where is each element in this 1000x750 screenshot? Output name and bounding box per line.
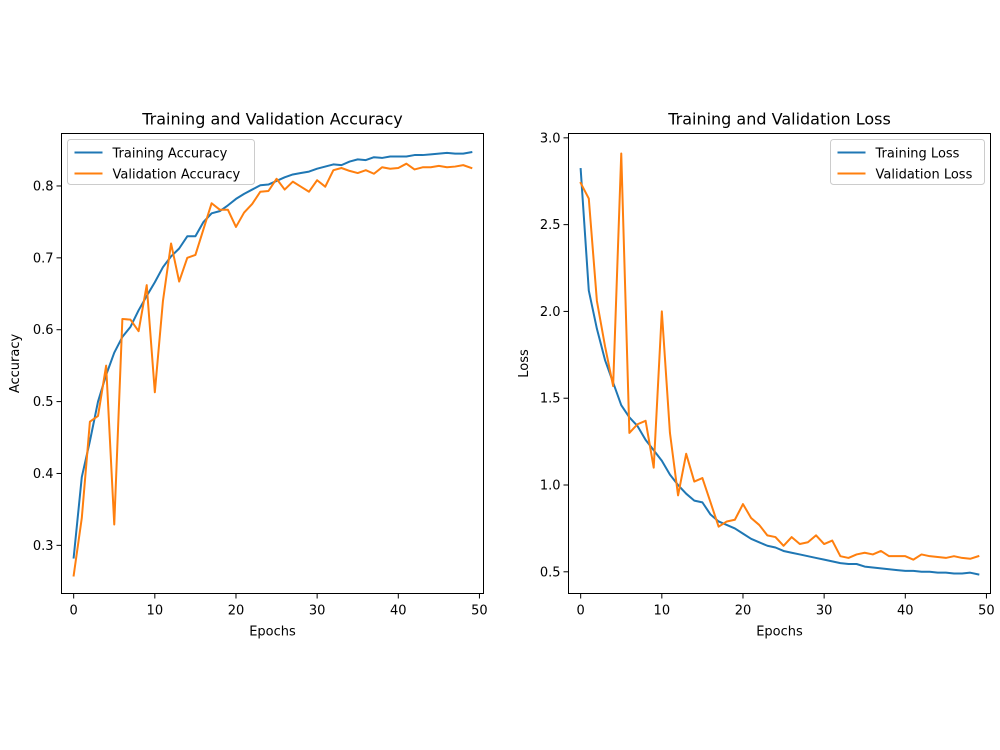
y-tick-label: 0.5: [540, 565, 561, 580]
x-tick-label: 40: [390, 604, 407, 619]
y-tick-label: 0.7: [33, 251, 54, 266]
x-tick-label: 10: [147, 604, 164, 619]
y-tick-label: 0.8: [33, 179, 54, 194]
x-tick-label: 50: [471, 604, 488, 619]
series-line-training-loss: [579, 168, 980, 576]
series-line-validation-loss: [579, 152, 980, 561]
legend-label: Training Loss: [875, 147, 960, 162]
legend-label: Training Accuracy: [112, 147, 228, 162]
x-tick-label: 50: [978, 604, 995, 619]
x-axis-label: Epochs: [756, 625, 803, 640]
x-tick-label: 30: [816, 604, 833, 619]
axes-frame: [568, 133, 991, 594]
x-axis-label: Epochs: [249, 625, 296, 640]
series-line-validation-accuracy: [72, 162, 473, 577]
legend-box: [830, 139, 985, 185]
x-tick-label: 0: [577, 604, 585, 619]
y-tick-label: 1.5: [540, 392, 561, 407]
y-tick-label: 0.4: [33, 467, 54, 482]
y-tick-label: 0.5: [33, 395, 54, 410]
axes-frame: [61, 133, 484, 594]
x-tick-label: 20: [228, 604, 245, 619]
legend-label: Validation Accuracy: [113, 168, 241, 183]
y-tick-label: 3.0: [540, 131, 561, 146]
x-tick-label: 20: [735, 604, 752, 619]
legend-box: [67, 139, 255, 185]
y-tick-label: 1.0: [540, 479, 561, 494]
y-axis-label: Loss: [517, 349, 532, 378]
chart-accuracy: Training and Validation Accuracy 0 10 20 30 4…: [8, 110, 488, 640]
y-tick-label: 0.3: [33, 539, 54, 554]
x-tick-label: 10: [654, 604, 671, 619]
legend-label: Validation Loss: [876, 168, 973, 183]
x-tick-label: 30: [309, 604, 326, 619]
y-tick-label: 2.5: [540, 218, 561, 233]
y-tick-label: 0.6: [33, 323, 54, 338]
x-tick-label: 0: [70, 604, 78, 619]
chart-title: Training and Validation Accuracy: [141, 110, 403, 129]
legend: Training Accuracy Validation Accuracy: [67, 139, 255, 185]
series-line-training-accuracy: [72, 151, 473, 559]
x-tick-label: 40: [897, 604, 914, 619]
chart-title: Training and Validation Loss: [667, 110, 891, 129]
y-axis-label: Accuracy: [8, 334, 23, 394]
chart-loss: Training and Validation Loss 0 10 20 30 40 50 0…: [517, 110, 995, 640]
y-tick-label: 2.0: [540, 305, 561, 320]
legend: Training Loss Validation Loss: [830, 139, 985, 185]
